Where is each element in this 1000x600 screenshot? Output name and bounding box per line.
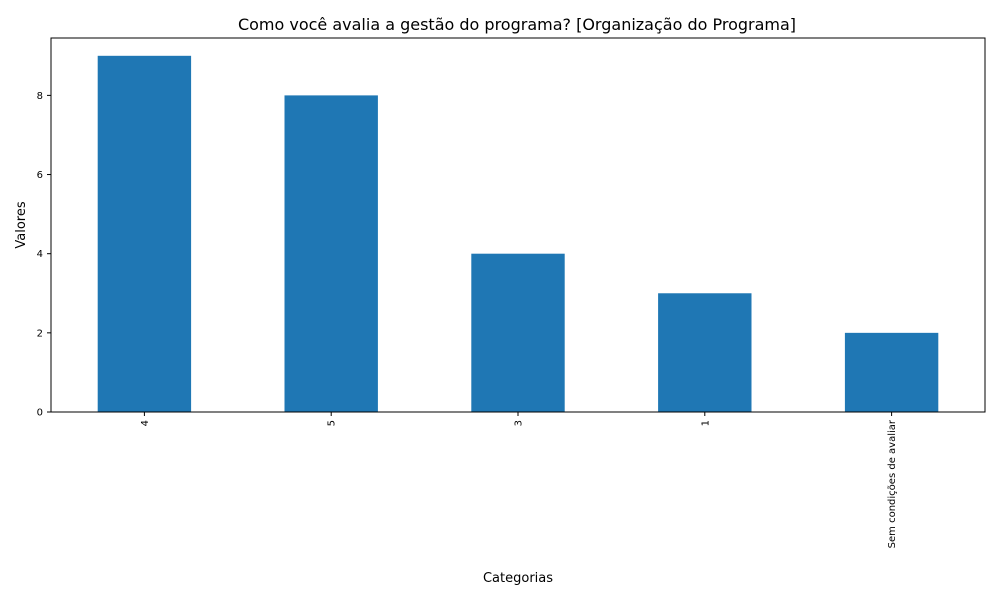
x-tick-label-4: Sem condições de avaliar [887,419,898,548]
x-tick-label-1: 5 [327,420,338,426]
y-ticks-group: 0 2 4 6 8 [37,91,51,419]
x-axis-label: Categorias [483,571,553,586]
plot-frame [50,37,986,413]
bar-3 [658,293,752,412]
x-ticks-group: 4 5 3 1 Sem condições de avaliar [140,412,898,548]
y-tick-label-3: 6 [37,170,43,181]
bar-0 [97,55,192,413]
y-tick-label-0: 0 [37,408,43,419]
bars-group [97,55,939,413]
chart-title: Como você avalia a gestão do programa? [… [238,15,796,34]
y-tick-label-4: 8 [37,91,43,102]
y-tick-label-1: 2 [37,328,43,339]
bar-2 [471,253,565,412]
x-tick-label-3: 1 [700,420,711,426]
x-tick-label-0: 4 [140,420,151,426]
x-tick-label-2: 3 [514,420,525,426]
bar-1 [284,95,378,413]
bar-4 [844,332,939,412]
y-axis-label: Valores [14,201,29,248]
y-tick-label-2: 4 [37,249,43,260]
